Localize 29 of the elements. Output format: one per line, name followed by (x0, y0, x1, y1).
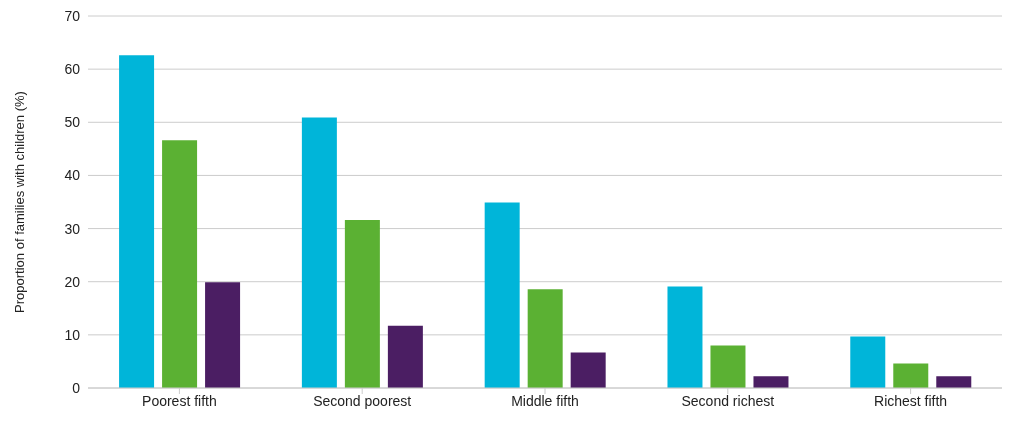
x-tick-label: Second poorest (313, 392, 412, 409)
bar (387, 325, 423, 388)
x-tick-label: Richest fifth (874, 392, 948, 409)
y-tick-label: 10 (64, 326, 81, 343)
bar (753, 376, 789, 388)
bar (850, 336, 886, 388)
y-axis-title: Proportion of families with children (%) (11, 91, 27, 313)
bar (527, 289, 563, 388)
x-tick-label: Poorest fifth (142, 392, 217, 409)
bar (710, 345, 746, 388)
bar (893, 363, 929, 388)
x-tick-label: Middle fifth (511, 392, 579, 409)
y-tick-label: 30 (64, 220, 81, 237)
bar (344, 220, 380, 388)
bar (205, 282, 241, 388)
x-tick-label: Second richest (681, 392, 775, 409)
y-tick-label: 70 (64, 7, 81, 24)
bar (936, 376, 972, 388)
y-tick-label: 60 (64, 61, 81, 78)
y-tick-label: 0 (72, 379, 81, 396)
bar (484, 202, 520, 388)
bar (301, 117, 337, 388)
bar (119, 55, 155, 388)
y-tick-label: 40 (64, 167, 81, 184)
y-tick-label: 50 (64, 114, 81, 131)
bar (667, 286, 703, 388)
bar (570, 352, 606, 388)
bar (162, 140, 198, 388)
y-tick-label: 20 (64, 273, 81, 290)
